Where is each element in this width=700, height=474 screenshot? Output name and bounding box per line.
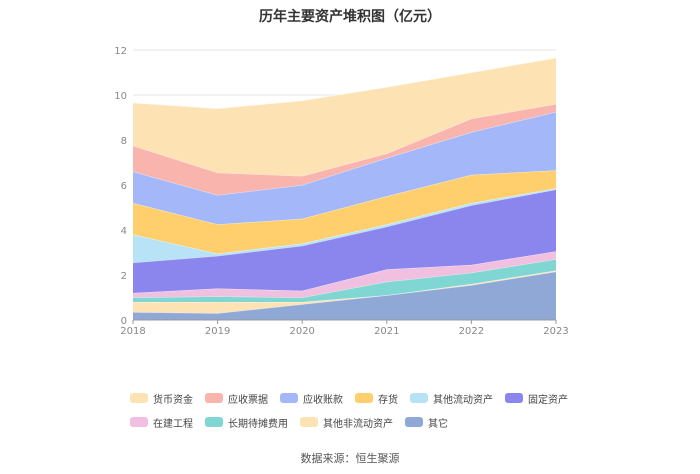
stacked-area-chart: 0 2 4 6 8 10 12 2018 2019 2020 2021 2022 2023 — [114, 46, 568, 337]
x-tick-label: 2018 — [120, 326, 145, 337]
legend-label: 应收票据 — [228, 394, 268, 406]
x-tick-label: 2021 — [374, 326, 399, 337]
area-series — [133, 270, 556, 314]
y-tick-label: 0 — [121, 316, 127, 327]
legend-swatch — [130, 393, 148, 403]
legend-item[interactable]: 长期待摊费用 — [205, 414, 288, 430]
y-tick-label: 4 — [121, 226, 127, 237]
legend-label: 其他流动资产 — [433, 394, 493, 406]
x-tick-label: 2023 — [543, 326, 568, 337]
legend-label: 其他非流动资产 — [323, 418, 393, 430]
legend-item[interactable]: 存货 — [355, 390, 398, 406]
legend-swatch — [300, 417, 318, 427]
axis-layer: 0 2 4 6 8 10 12 2018 2019 2020 2021 2022 2023 — [114, 46, 568, 337]
area-series — [133, 104, 556, 196]
legend: 货币资金 应收票据 应收账款 存货 其他流动资产 固定资产在建工程 长期待摊费用 其他非流动资… — [130, 388, 590, 436]
legend-label: 应收账款 — [303, 394, 343, 406]
area-layer — [132, 57, 557, 320]
chart-title: 历年主要资产堆积图（亿元） — [259, 9, 441, 25]
x-tick-label: 2020 — [289, 326, 314, 337]
legend-label: 其它 — [428, 418, 448, 430]
data-source: 数据来源：恒生聚源 — [300, 452, 400, 465]
y-tick-label: 2 — [121, 271, 127, 282]
legend-label: 在建工程 — [153, 418, 193, 430]
legend-swatch — [280, 393, 298, 403]
legend-item[interactable]: 货币资金 — [130, 390, 193, 406]
legend-item[interactable]: 应收账款 — [280, 390, 343, 406]
legend-swatch — [130, 417, 148, 427]
legend-item[interactable]: 其他流动资产 — [410, 390, 493, 406]
x-tick-label: 2022 — [459, 326, 484, 337]
legend-swatch — [205, 417, 223, 427]
y-tick-label: 10 — [114, 91, 127, 102]
area-series — [133, 111, 556, 225]
legend-item[interactable]: 固定资产 — [505, 390, 568, 406]
legend-swatch — [355, 393, 373, 403]
legend-label: 固定资产 — [528, 394, 568, 406]
y-tick-label: 8 — [121, 136, 127, 147]
x-tick-label: 2019 — [205, 326, 230, 337]
y-tick-label: 6 — [121, 181, 127, 192]
legend-label: 货币资金 — [153, 394, 193, 406]
legend-swatch — [405, 417, 423, 427]
legend-label: 存货 — [378, 394, 398, 406]
legend-item[interactable]: 其他非流动资产 — [300, 414, 393, 430]
legend-swatch — [505, 393, 523, 403]
legend-item[interactable]: 应收票据 — [205, 390, 268, 406]
legend-label: 长期待摊费用 — [228, 418, 288, 430]
legend-swatch — [410, 393, 428, 403]
y-tick-label: 12 — [114, 46, 127, 57]
area-series — [133, 57, 556, 176]
area-series — [133, 259, 556, 302]
area-series — [133, 251, 556, 298]
area-series — [133, 271, 556, 320]
area-series — [133, 189, 556, 293]
legend-item[interactable]: 在建工程 — [130, 414, 193, 430]
area-edge — [132, 57, 557, 110]
legend-item[interactable]: 其它 — [405, 414, 448, 430]
area-series — [133, 170, 556, 254]
legend-swatch — [205, 393, 223, 403]
